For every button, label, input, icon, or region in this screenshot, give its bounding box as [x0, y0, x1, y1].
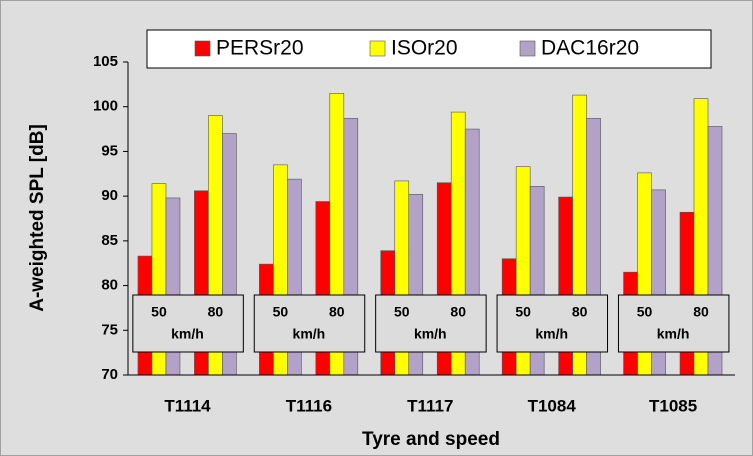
legend-box — [146, 29, 712, 69]
x-group-label: T1116 — [286, 396, 332, 415]
speed-unit: km/h — [293, 326, 326, 342]
speed-unit: km/h — [414, 326, 447, 342]
legend-label: DAC16r20 — [541, 37, 639, 60]
y-tick-label: 100 — [93, 98, 118, 115]
x-group-label: T1084 — [528, 396, 577, 415]
speed-unit: km/h — [657, 326, 690, 342]
speed-label: 50 — [515, 304, 531, 320]
speed-label: 80 — [693, 304, 709, 320]
speed-unit: km/h — [171, 326, 204, 342]
speed-box — [617, 294, 730, 353]
y-tick-label: 70 — [101, 366, 118, 383]
speed-box — [496, 294, 609, 353]
legend-label: PERSr20 — [216, 37, 304, 60]
speed-label: 80 — [329, 304, 345, 320]
speed-label: 80 — [572, 304, 588, 320]
speed-label: 50 — [151, 304, 167, 320]
speed-label: 50 — [273, 304, 289, 320]
speed-box — [375, 294, 487, 353]
y-tick-label: 95 — [101, 142, 118, 159]
legend-swatch — [519, 40, 536, 57]
x-group-label: T1085 — [649, 396, 697, 415]
speed-box — [132, 294, 244, 353]
x-group-label: T1114 — [164, 396, 211, 415]
y-tick-label: 105 — [93, 53, 118, 70]
speed-label: 80 — [208, 304, 224, 320]
y-tick-label: 80 — [101, 277, 118, 294]
y-tick-label: 75 — [101, 321, 118, 338]
legend-swatch — [194, 40, 211, 57]
speed-box — [253, 294, 366, 353]
speed-label: 80 — [450, 304, 466, 320]
speed-unit: km/h — [535, 326, 568, 342]
speed-label: 50 — [637, 304, 653, 320]
x-group-label: T1117 — [407, 396, 453, 415]
y-tick-label: 90 — [101, 187, 118, 204]
x-axis-title: Tyre and speed — [362, 429, 500, 450]
legend-swatch — [369, 40, 386, 57]
y-axis-title: A-weighted SPL [dB] — [27, 124, 48, 312]
legend-label: ISOr20 — [391, 37, 458, 60]
speed-label: 50 — [394, 304, 410, 320]
y-tick-label: 85 — [101, 232, 118, 249]
